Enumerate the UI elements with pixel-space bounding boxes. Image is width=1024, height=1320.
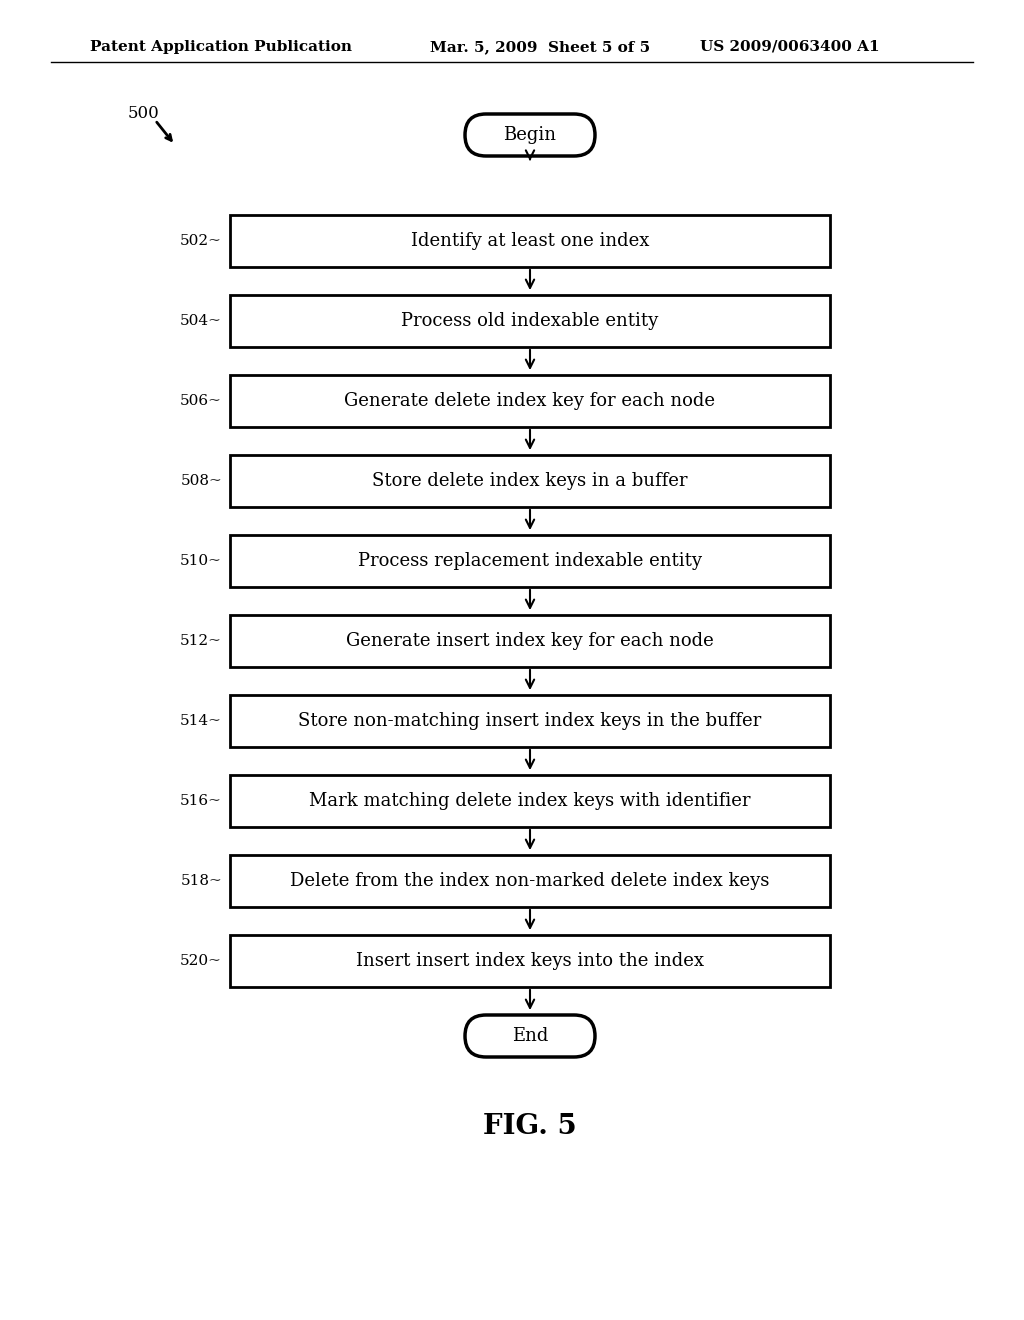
Bar xyxy=(230,696,830,747)
Text: 504~: 504~ xyxy=(180,314,222,327)
Text: Patent Application Publication: Patent Application Publication xyxy=(90,40,352,54)
Bar xyxy=(230,215,830,267)
Text: Delete from the index non-marked delete index keys: Delete from the index non-marked delete … xyxy=(291,873,770,890)
Text: 520~: 520~ xyxy=(180,954,222,968)
FancyBboxPatch shape xyxy=(465,114,595,156)
Text: FIG. 5: FIG. 5 xyxy=(483,1114,577,1140)
Bar xyxy=(230,455,830,507)
Text: 508~: 508~ xyxy=(180,474,222,488)
Text: 514~: 514~ xyxy=(180,714,222,729)
Text: 512~: 512~ xyxy=(180,634,222,648)
Text: 516~: 516~ xyxy=(180,795,222,808)
Text: 518~: 518~ xyxy=(180,874,222,888)
Bar xyxy=(230,535,830,587)
Bar xyxy=(230,935,830,987)
Text: 500: 500 xyxy=(128,106,160,121)
Text: Begin: Begin xyxy=(504,125,556,144)
Text: Generate delete index key for each node: Generate delete index key for each node xyxy=(344,392,716,411)
Text: Process old indexable entity: Process old indexable entity xyxy=(401,312,658,330)
Bar xyxy=(230,375,830,426)
Text: Insert insert index keys into the index: Insert insert index keys into the index xyxy=(356,952,705,970)
Text: US 2009/0063400 A1: US 2009/0063400 A1 xyxy=(700,40,880,54)
Text: Store delete index keys in a buffer: Store delete index keys in a buffer xyxy=(373,473,688,490)
Bar xyxy=(230,294,830,347)
Bar xyxy=(230,855,830,907)
Text: Mark matching delete index keys with identifier: Mark matching delete index keys with ide… xyxy=(309,792,751,810)
Bar xyxy=(230,775,830,828)
Text: Process replacement indexable entity: Process replacement indexable entity xyxy=(358,552,702,570)
Text: Store non-matching insert index keys in the buffer: Store non-matching insert index keys in … xyxy=(298,711,762,730)
Text: 502~: 502~ xyxy=(180,234,222,248)
Text: Identify at least one index: Identify at least one index xyxy=(411,232,649,249)
Text: 506~: 506~ xyxy=(180,393,222,408)
Text: End: End xyxy=(512,1027,548,1045)
Text: 510~: 510~ xyxy=(180,554,222,568)
Text: Generate insert index key for each node: Generate insert index key for each node xyxy=(346,632,714,649)
Text: Mar. 5, 2009  Sheet 5 of 5: Mar. 5, 2009 Sheet 5 of 5 xyxy=(430,40,650,54)
Bar xyxy=(230,615,830,667)
FancyBboxPatch shape xyxy=(465,1015,595,1057)
